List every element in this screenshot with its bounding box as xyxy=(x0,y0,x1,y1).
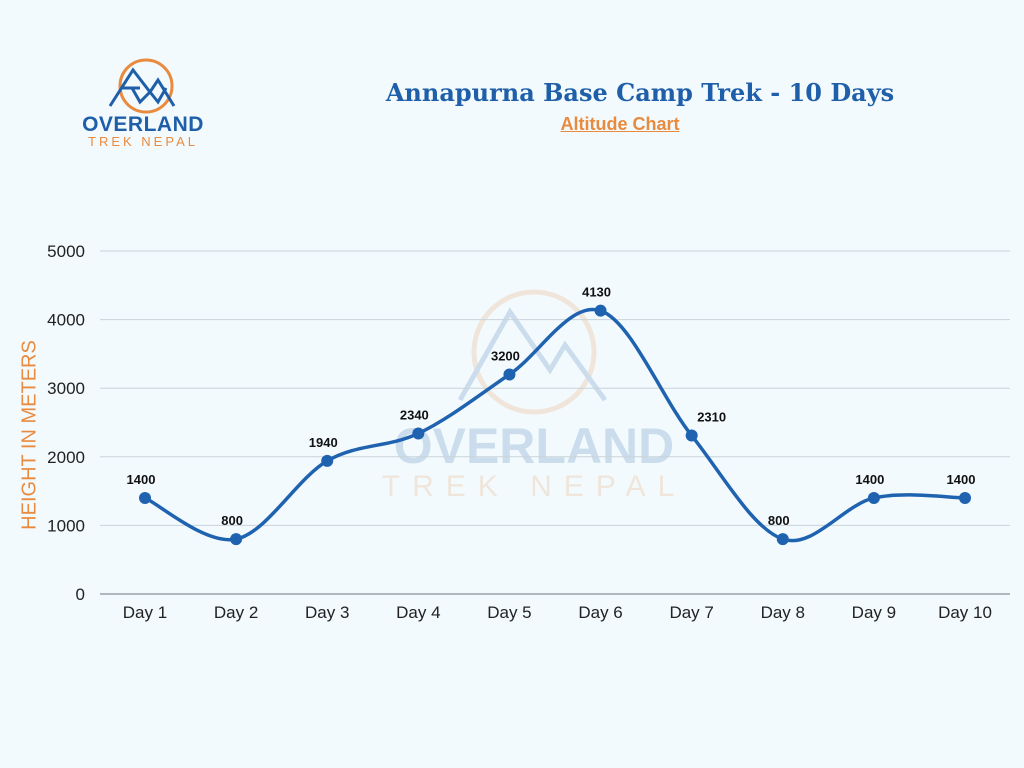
x-tick-label: Day 8 xyxy=(761,603,805,622)
y-tick-label: 2000 xyxy=(47,448,85,467)
data-label: 800 xyxy=(221,513,243,528)
x-tick-label: Day 2 xyxy=(214,603,258,622)
data-point-marker xyxy=(867,491,880,504)
svg-text:TREK NEPAL: TREK NEPAL xyxy=(382,470,687,503)
data-label: 1400 xyxy=(127,472,156,487)
data-label: 4130 xyxy=(582,285,611,300)
y-tick-label: 0 xyxy=(76,585,85,604)
data-label: 1940 xyxy=(309,435,338,450)
data-label: 1400 xyxy=(855,472,884,487)
logo-text-trek-nepal: TREK NEPAL xyxy=(88,134,198,149)
y-tick-label: 4000 xyxy=(47,311,85,330)
mountain-circle-logo-icon xyxy=(108,58,176,114)
svg-text:OVERLAND: OVERLAND xyxy=(394,418,675,474)
data-label: 3200 xyxy=(491,348,520,363)
chart-title: Annapurna Base Camp Trek - 10 Days xyxy=(385,78,895,107)
data-point-marker xyxy=(776,533,789,546)
x-tick-label: Day 6 xyxy=(578,603,622,622)
x-tick-label: Day 5 xyxy=(487,603,531,622)
data-label: 2340 xyxy=(400,407,429,422)
logo-text-overland: OVERLAND xyxy=(82,113,204,136)
data-label: 1400 xyxy=(947,472,976,487)
altitude-line xyxy=(143,307,967,543)
data-point-marker xyxy=(412,427,425,440)
y-tick-label: 5000 xyxy=(47,242,85,261)
x-tick-label: Day 3 xyxy=(305,603,349,622)
data-point-marker xyxy=(230,533,243,546)
x-tick-label: Day 7 xyxy=(669,603,713,622)
data-label: 2310 xyxy=(697,410,726,425)
x-tick-label: Day 4 xyxy=(396,603,440,622)
x-tick-label: Day 9 xyxy=(852,603,896,622)
data-label: 800 xyxy=(768,513,790,528)
y-tick-label: 3000 xyxy=(47,379,85,398)
x-tick-label: Day 10 xyxy=(938,603,992,622)
data-point-marker xyxy=(594,304,607,317)
data-point-marker xyxy=(685,429,698,442)
data-point-marker xyxy=(959,491,971,504)
y-tick-label: 1000 xyxy=(47,516,85,535)
x-tick-label: Day 1 xyxy=(123,603,167,622)
chart-subtitle: Altitude Chart xyxy=(560,114,680,134)
data-point-marker xyxy=(321,454,334,467)
data-point-marker xyxy=(139,491,151,504)
data-point-marker xyxy=(503,368,516,381)
